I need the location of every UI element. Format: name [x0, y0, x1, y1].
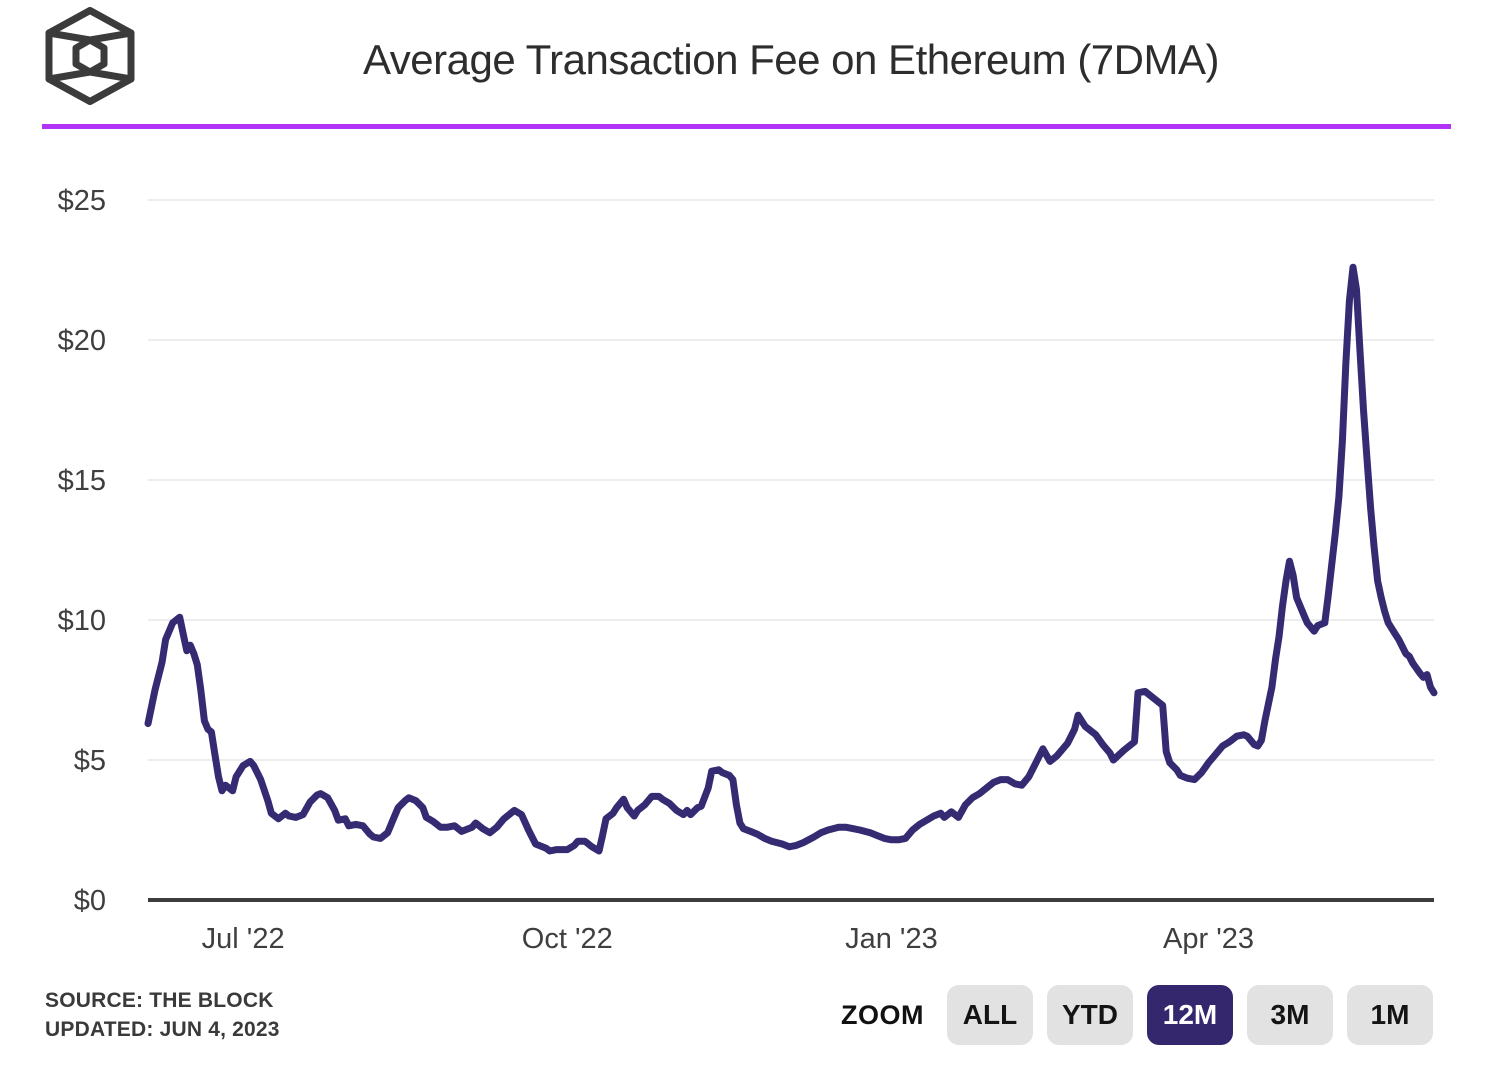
updated-text: UPDATED: JUN 4, 2023 — [45, 1018, 280, 1041]
fee-line-chart[interactable]: $0 $5 $10 $15 $20 $25 Jul '22 Oct '22 Jan '23 Apr… — [0, 160, 1494, 970]
y-tick-label: $5 — [74, 745, 106, 777]
y-tick-label: $20 — [58, 325, 106, 357]
logo-edge — [45, 29, 94, 44]
chart-canvas[interactable]: $0 $5 $10 $15 $20 $25 Jul '22 Oct '22 Jan '23 Apr… — [0, 160, 1494, 970]
x-tick-label: Jul '22 — [202, 923, 285, 955]
logo-edge — [86, 29, 135, 44]
chart-footer: SOURCE: THE BLOCK UPDATED: JUN 4, 2023 — [45, 986, 280, 1044]
logo-edge — [45, 68, 94, 83]
zoom-button-12m[interactable]: 12M — [1147, 985, 1233, 1045]
logo-outer-hexagon — [45, 7, 135, 105]
y-tick-label: $15 — [58, 465, 106, 497]
x-tick-label: Jan '23 — [845, 923, 938, 955]
y-tick-label: $0 — [74, 885, 106, 917]
y-tick-label: $10 — [58, 605, 106, 637]
page-title: Average Transaction Fee on Ethereum (7DM… — [363, 36, 1219, 83]
zoom-button-ytd[interactable]: YTD — [1047, 985, 1133, 1045]
the-block-logo-icon — [45, 7, 135, 105]
x-tick-label: Oct '22 — [522, 923, 613, 955]
x-tick-label: Apr '23 — [1163, 923, 1254, 955]
zoom-button-1m[interactable]: 1M — [1347, 985, 1433, 1045]
chart-line[interactable] — [144, 263, 1438, 855]
y-tick-label: $25 — [58, 185, 106, 217]
zoom-button-3m[interactable]: 3M — [1247, 985, 1333, 1045]
source-text: SOURCE: THE BLOCK — [45, 989, 274, 1012]
zoom-button-all[interactable]: ALL — [947, 985, 1033, 1045]
logo-inner-hexagon — [72, 36, 108, 76]
zoom-row-label: ZOOM — [841, 999, 924, 1030]
logo-edge — [86, 68, 135, 83]
accent-divider — [42, 124, 1451, 129]
